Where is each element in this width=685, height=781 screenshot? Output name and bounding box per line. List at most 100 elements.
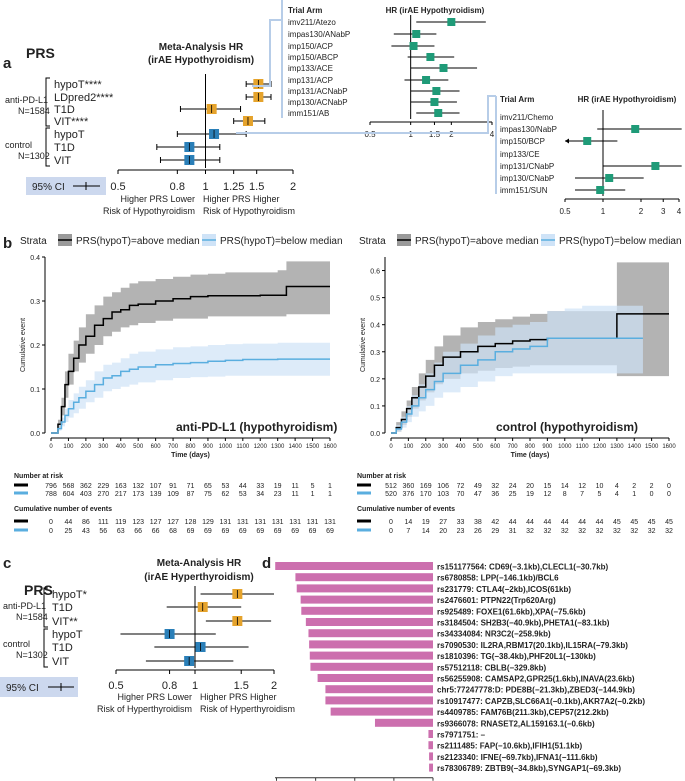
importance-bar	[295, 573, 433, 582]
prs-header: PRS	[26, 45, 55, 61]
events-value: 32	[613, 528, 621, 535]
trial-arm-label: imp150/ABCP	[288, 53, 338, 62]
hr-marker	[409, 42, 418, 50]
x-tick-label: 2	[449, 130, 454, 139]
events-value: 123	[132, 519, 144, 526]
risk-value: 362	[80, 483, 92, 490]
cumulative-curve	[51, 285, 330, 434]
x-tick-label: 1000	[219, 444, 233, 450]
events-table-title: Cumulative number of events	[357, 506, 455, 513]
risk-value: 103	[437, 491, 449, 498]
trial-arm-label: imp133/ACE	[288, 64, 333, 73]
events-value: 33	[457, 519, 465, 526]
x-tick-label: 1	[408, 130, 413, 139]
events-value: 69	[326, 528, 334, 535]
events-value: 23	[457, 528, 465, 535]
events-value: 32	[665, 528, 673, 535]
importance-bar	[305, 618, 433, 626]
risk-value: 1	[632, 491, 636, 498]
events-value: 56	[99, 528, 107, 535]
panel-d-bar-chart: rs151177564: CD69(−3.1kb),CLECL1(−30.7kb…	[275, 562, 645, 781]
hr-marker	[447, 18, 456, 26]
risk-value: 106	[437, 483, 449, 490]
y-tick-label: 0.1	[370, 404, 380, 411]
events-value: 19	[422, 519, 430, 526]
trial-arm-label: impas130/ANabP	[288, 30, 350, 39]
risk-value: 32	[491, 483, 499, 490]
trial-arm-label: imp150/ACP	[288, 42, 333, 51]
risk-value: 568	[63, 483, 75, 490]
events-value: 26	[474, 528, 482, 535]
x-tick-label: 1100	[236, 444, 250, 450]
risk-value: 376	[403, 491, 415, 498]
risk-value: 70	[457, 491, 465, 498]
variant-label: rs78306789: ZBTB9(−34.8kb),SYNGAP1(−69.3…	[437, 764, 621, 773]
events-value: 66	[134, 528, 142, 535]
x-tick-label: 0	[49, 444, 53, 450]
hr-marker	[631, 125, 640, 133]
risk-value: 0	[667, 491, 671, 498]
x-tick-label: 1600	[323, 444, 337, 450]
xlabel: Risk of Hypothyroidism	[203, 206, 295, 216]
panel-c-forest: PRS Meta-Analysis HR (irAE Hyperthyroidism…	[0, 558, 295, 714]
risk-value: 1	[328, 491, 332, 498]
x-tick-label: 900	[203, 444, 214, 450]
x-tick-label: 100	[63, 444, 74, 450]
risk-value: 23	[274, 491, 282, 498]
xlabel: Higher PRS Higher	[203, 194, 280, 204]
events-value: 0	[49, 528, 53, 535]
events-value: 86	[82, 519, 90, 526]
variant-label: rs57512118: CBLB(−329.8kb)	[437, 663, 547, 672]
events-value: 32	[596, 528, 604, 535]
x-tick-label: 1400	[628, 444, 642, 450]
risk-value: 15	[543, 483, 551, 490]
events-value: 69	[291, 528, 299, 535]
panel-letter-a: a	[3, 55, 12, 72]
events-value: 119	[115, 519, 126, 526]
xlabel: Risk of Hyperthyroidism	[200, 704, 295, 714]
trial-arm-label: imm151/AB	[288, 109, 329, 118]
hr-marker	[583, 137, 592, 145]
importance-bar	[275, 562, 433, 570]
events-value: 7	[406, 528, 410, 535]
importance-bar	[374, 718, 433, 727]
risk-value: 109	[167, 491, 179, 498]
events-value: 131	[272, 519, 284, 526]
connector-to-trials-2	[236, 95, 496, 134]
x-tick-label: 0.5	[364, 130, 376, 139]
ci-legend-label: 95% CI	[32, 182, 65, 193]
risk-value: 20	[526, 483, 534, 490]
variant-label: rs9366078: RNASET2,AL159163.1(−0.6kb)	[437, 719, 595, 728]
events-value: 38	[474, 519, 482, 526]
panel-a-connectors	[236, 0, 497, 194]
risk-value: 5	[598, 491, 602, 498]
risk-value: 53	[221, 483, 229, 490]
risk-value: 270	[97, 491, 109, 498]
connector-to-trials-1	[252, 0, 283, 87]
x-tick-label: 500	[473, 444, 484, 450]
trial-arm-header: Trial Arm	[288, 6, 322, 15]
hr-marker	[434, 109, 443, 117]
risk-value: 132	[132, 483, 144, 490]
x-axis-label: Time (days)	[511, 452, 550, 459]
group-label: anti-PD-L1	[5, 95, 48, 105]
hr-marker	[426, 53, 435, 61]
events-value: 131	[324, 519, 336, 526]
events-value: 32	[578, 528, 586, 535]
group-bracket-anti	[45, 77, 50, 127]
x-tick-label: 1200	[254, 444, 268, 450]
risk-value: 796	[45, 483, 57, 490]
risk-value: 36	[491, 491, 499, 498]
x-tick-label: 4	[490, 130, 495, 139]
risk-value: 12	[543, 491, 551, 498]
events-value: 127	[167, 519, 179, 526]
risk-value: 11	[291, 491, 298, 498]
events-value: 32	[648, 528, 656, 535]
x-tick-label: 1	[601, 207, 606, 216]
variant-label: rs151177564: CD69(−3.1kb),CLECL1(−30.7kb…	[437, 563, 609, 572]
row-label: VIT**	[52, 616, 78, 628]
importance-bar	[301, 606, 433, 615]
row-label: T1D	[54, 104, 75, 116]
risk-value: 47	[474, 491, 482, 498]
events-value: 69	[221, 528, 229, 535]
